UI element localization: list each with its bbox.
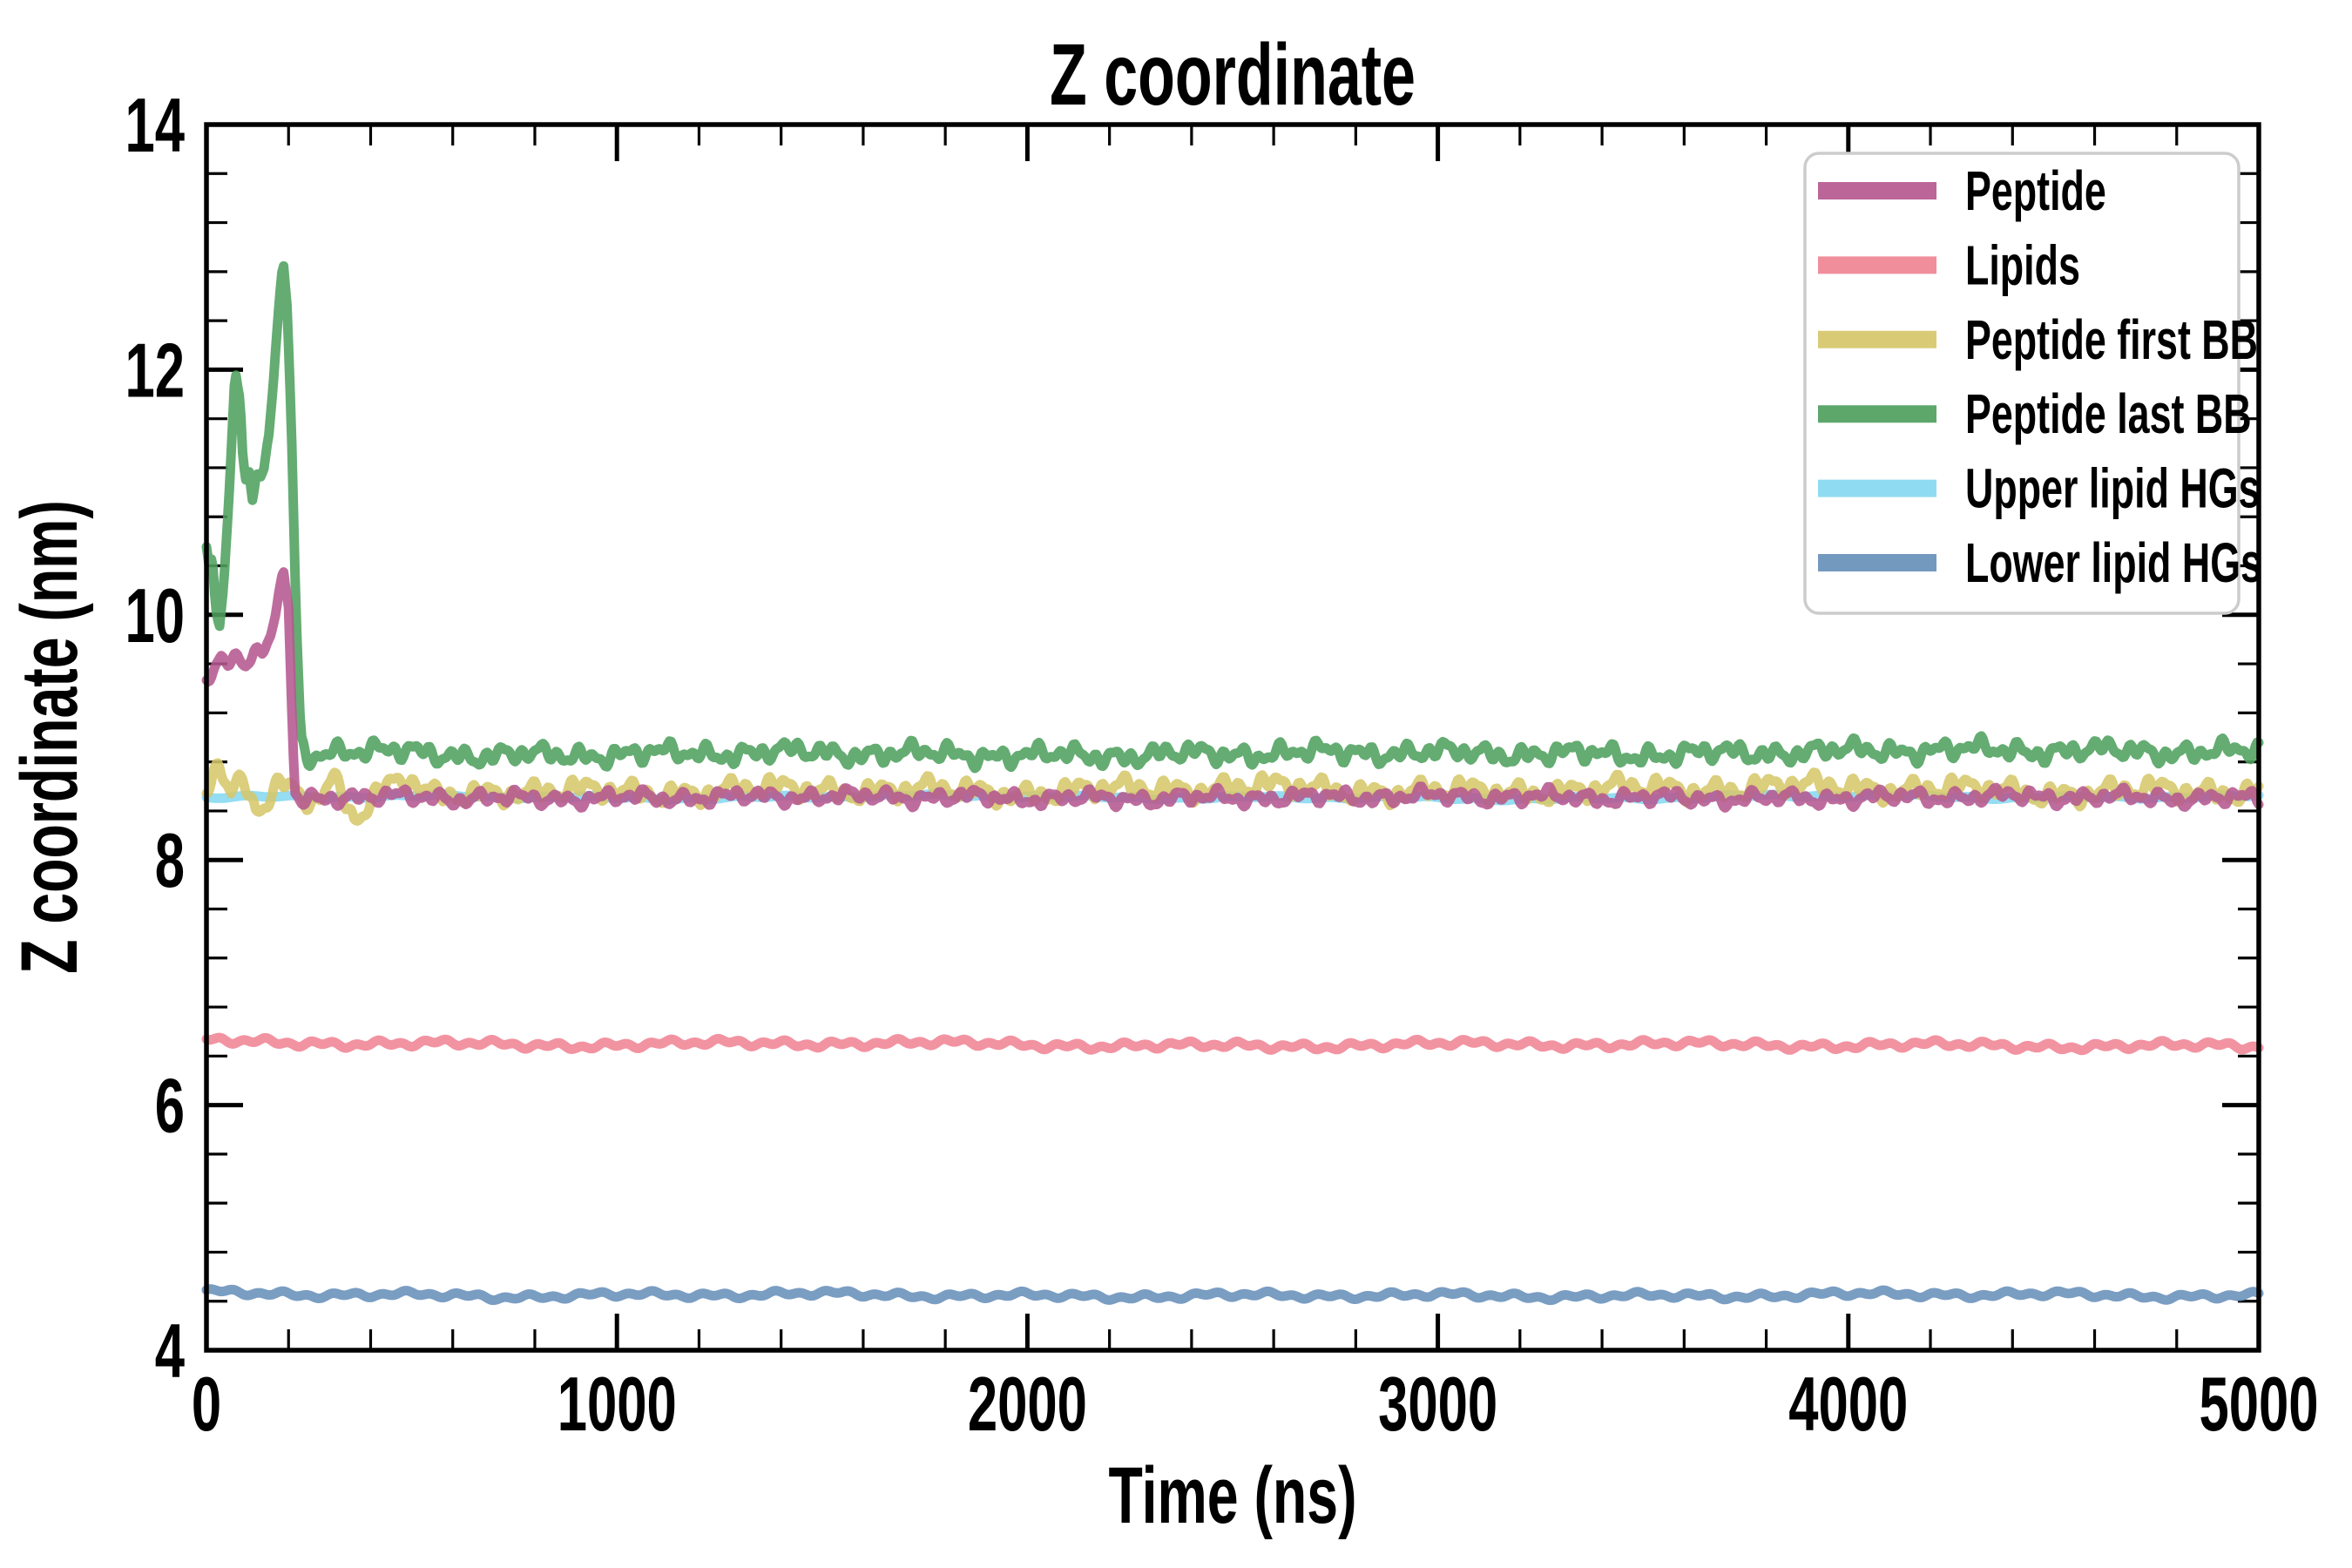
series-line-peptide [201,567,2264,813]
x-axis-label: Time (ns) [1108,1450,1356,1540]
series-line-lower-lipid-hgs [201,1284,2264,1306]
y-tick-label-4: 4 [155,1308,185,1394]
x-tick-label-4000: 4000 [1788,1362,1908,1447]
plot-title: Z coordinate [1050,27,1416,124]
legend-box: Peptide Lipids Peptide first BB Peptide las… [1803,152,2262,615]
plot-frame [204,122,2261,1353]
x-tick-label-1000: 1000 [558,1362,677,1447]
tick-labels: 0 1000 2000 3000 4000 5000 4 6 8 10 12 14 [125,83,2318,1447]
legend-label-peptide-first-bb: Peptide first BB [1965,308,2258,371]
legend-label-peptide: Peptide [1965,159,2106,222]
legend-label-lipids: Lipids [1965,233,2080,296]
legend-label-peptide-last-bb: Peptide last BB [1965,382,2252,445]
series-line-peptide-first-bb [201,758,2264,826]
series-lines [201,260,2264,1306]
x-tick-label-0: 0 [192,1362,221,1447]
y-axis-label: Z coordinate (nm) [4,500,94,974]
x-tick-label-5000: 5000 [2199,1362,2318,1447]
x-tick-label-3000: 3000 [1378,1362,1497,1447]
series-line-lipids [201,1032,2264,1056]
y-tick-label-6: 6 [155,1064,185,1149]
y-tick-label-14: 14 [125,83,185,168]
x-tick-label-2000: 2000 [968,1362,1087,1447]
legend-label-upper-lipid-hgs: Upper lipid HGs [1965,457,2260,520]
y-tick-label-10: 10 [125,573,185,659]
y-tick-label-8: 8 [155,818,185,903]
legend-label-lower-lipid-hgs: Lower lipid HGs [1965,531,2262,594]
y-tick-label-12: 12 [125,328,185,414]
series-line-peptide-last-bb [201,260,2264,774]
